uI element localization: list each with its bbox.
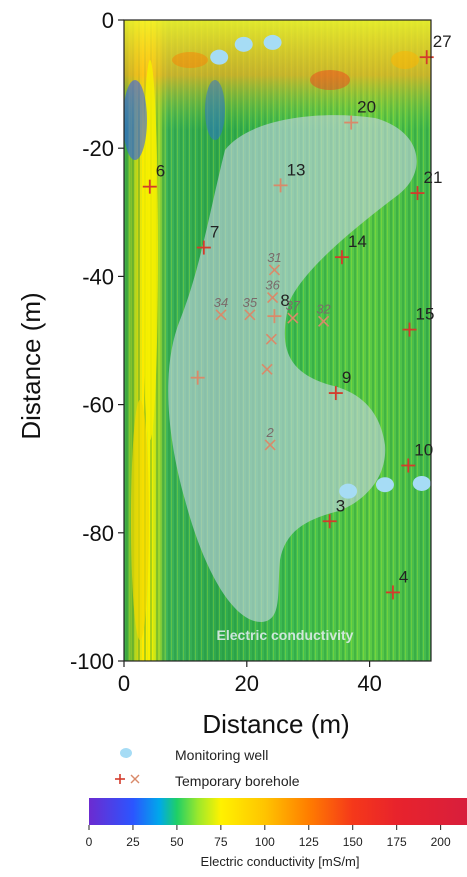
borehole-label: 20 bbox=[357, 98, 376, 117]
borehole-marker bbox=[401, 458, 416, 473]
plot-axes: 0 -20 -40 -60 -80 -100 0 20 40 Distance (m) Dis… bbox=[16, 8, 432, 739]
borehole-marker bbox=[244, 309, 256, 321]
borehole-marker bbox=[287, 312, 299, 324]
monitoring-well-marker bbox=[263, 34, 282, 50]
borehole-marker bbox=[273, 178, 288, 193]
borehole-label: 37 bbox=[286, 298, 301, 313]
x-axis-ticks: 0 20 40 bbox=[118, 661, 382, 696]
borehole-marker bbox=[385, 585, 400, 600]
monitoring-well-marker bbox=[375, 477, 394, 493]
y-tick-label: -40 bbox=[82, 264, 114, 289]
borehole-label: 14 bbox=[348, 232, 367, 251]
x-tick-label: 40 bbox=[357, 671, 381, 696]
colorbar-tick-label: 175 bbox=[387, 835, 407, 849]
borehole-label: 31 bbox=[267, 250, 281, 265]
borehole-marker bbox=[142, 179, 157, 194]
borehole-marker bbox=[328, 386, 343, 401]
colorbar-label: Electric conductivity [mS/m] bbox=[201, 854, 360, 869]
borehole-marker bbox=[268, 264, 280, 276]
x-tick-label: 0 bbox=[118, 671, 130, 696]
y-axis-ticks: 0 -20 -40 -60 -80 -100 bbox=[70, 8, 124, 674]
borehole-marker bbox=[267, 291, 279, 304]
borehole-label: 32 bbox=[316, 301, 331, 316]
colorbar-ticks: 0 25 50 75 100 125 150 175 200 bbox=[86, 825, 451, 849]
borehole-marker bbox=[261, 363, 273, 375]
borehole-label: 36 bbox=[265, 278, 280, 293]
borehole-label: 9 bbox=[342, 368, 351, 387]
borehole-label: 35 bbox=[243, 295, 258, 310]
borehole-label: 10 bbox=[414, 440, 433, 459]
borehole-label: 15 bbox=[416, 305, 435, 324]
borehole-label: 34 bbox=[214, 295, 228, 310]
borehole-label: 27 bbox=[433, 32, 452, 51]
colorbar-tick-label: 75 bbox=[214, 835, 228, 849]
colorbar-gradient bbox=[89, 798, 467, 825]
legend-monitoring-well: Monitoring well bbox=[175, 747, 268, 763]
plot-frame bbox=[123, 19, 432, 662]
borehole-marker bbox=[334, 250, 349, 265]
borehole-marker bbox=[215, 309, 227, 321]
borehole-label: 4 bbox=[399, 567, 408, 586]
colorbar-tick-label: 125 bbox=[299, 835, 319, 849]
borehole-label: 2 bbox=[266, 425, 275, 440]
colorbar-tick-label: 50 bbox=[170, 835, 184, 849]
monitoring-well-marker bbox=[339, 483, 358, 499]
borehole-marker bbox=[344, 115, 359, 130]
y-tick-label: 0 bbox=[102, 8, 114, 33]
borehole-marker bbox=[402, 322, 417, 337]
colorbar-tick-label: 0 bbox=[86, 835, 93, 849]
borehole-marker bbox=[265, 333, 277, 345]
colorbar-tick-label: 100 bbox=[255, 835, 275, 849]
heatmap-area: Electric conductivity bbox=[124, 20, 431, 661]
y-tick-label: -100 bbox=[70, 649, 114, 674]
borehole-marker bbox=[322, 514, 337, 529]
legend-borehole-swatch bbox=[115, 774, 140, 784]
legend-well-swatch bbox=[120, 748, 132, 758]
borehole-marker bbox=[196, 240, 211, 255]
legend-temporary-borehole: Temporary borehole bbox=[175, 773, 300, 789]
y-tick-label: -60 bbox=[82, 393, 114, 418]
colorbar-tick-label: 25 bbox=[126, 835, 140, 849]
colorbar: 0 25 50 75 100 125 150 175 200 Electric conducti… bbox=[86, 798, 467, 869]
borehole-marker bbox=[264, 439, 276, 451]
y-tick-label: -80 bbox=[82, 521, 114, 546]
y-axis-label: Distance (m) bbox=[16, 292, 46, 439]
monitoring-well-marker bbox=[210, 49, 229, 65]
map-annotation: Electric conductivity bbox=[217, 627, 354, 643]
x-axis-label: Distance (m) bbox=[202, 709, 349, 739]
borehole-label: 21 bbox=[423, 168, 442, 187]
borehole-marker bbox=[267, 309, 282, 324]
borehole-marker bbox=[190, 370, 205, 385]
borehole-label: 3 bbox=[336, 496, 345, 515]
borehole-label: 6 bbox=[156, 162, 165, 181]
borehole-label: 8 bbox=[280, 291, 289, 310]
monitoring-well-marker bbox=[412, 475, 431, 491]
borehole-marker bbox=[317, 315, 330, 327]
borehole-label: 7 bbox=[210, 223, 219, 242]
y-tick-label: -20 bbox=[82, 136, 114, 161]
borehole-marker bbox=[410, 186, 425, 201]
borehole-label: 13 bbox=[287, 160, 306, 179]
colorbar-tick-label: 200 bbox=[431, 835, 451, 849]
colorbar-tick-label: 150 bbox=[343, 835, 363, 849]
monitoring-well-marker bbox=[234, 36, 253, 52]
legend: Monitoring well Temporary borehole bbox=[115, 747, 300, 789]
x-tick-label: 20 bbox=[235, 671, 259, 696]
